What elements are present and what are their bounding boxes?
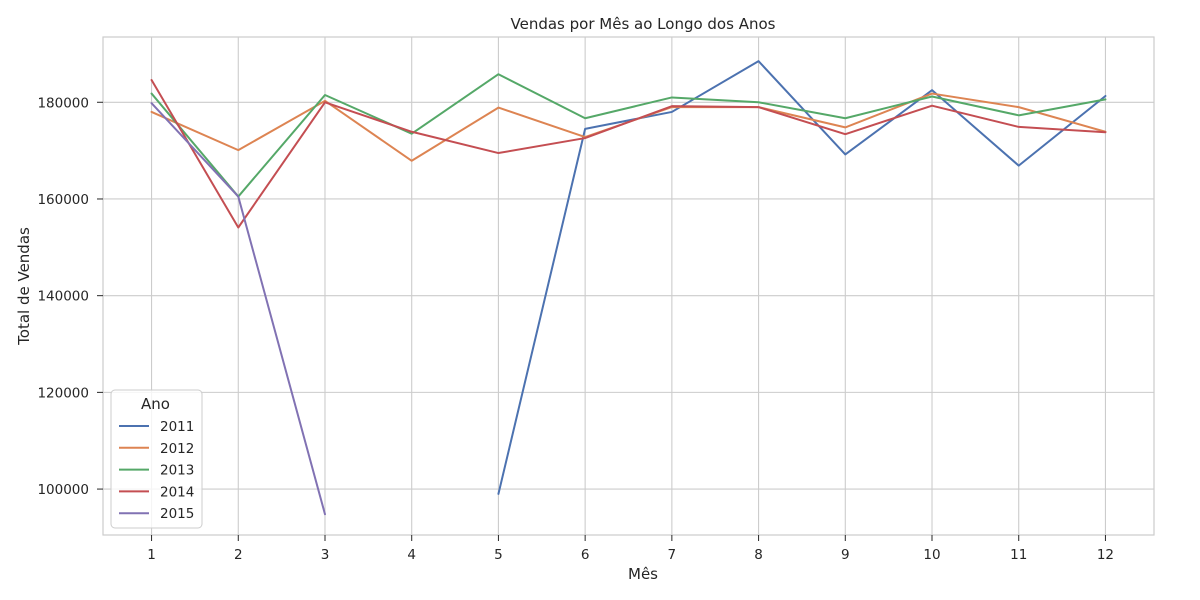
chart-title: Vendas por Mês ao Longo dos Anos — [511, 15, 776, 33]
legend-label-2015: 2015 — [160, 506, 194, 522]
x-tick-label: 6 — [581, 547, 590, 563]
x-tick-label: 4 — [407, 547, 416, 563]
legend-label-2012: 2012 — [160, 441, 194, 457]
legend-label-2014: 2014 — [160, 484, 194, 500]
y-tick-label: 180000 — [37, 95, 89, 111]
x-tick-label: 12 — [1097, 547, 1114, 563]
axis-ticks: 1 2 3 4 5 6 7 8 9 10 11 121000001200001400001600001… — [37, 95, 1114, 563]
x-tick-label: 11 — [1010, 547, 1027, 563]
x-tick-label: 1 — [147, 547, 156, 563]
y-tick-label: 160000 — [37, 192, 89, 208]
y-axis-label: Total de Vendas — [15, 227, 33, 346]
series-lines — [150, 60, 1107, 516]
x-tick-label: 10 — [923, 547, 940, 563]
x-tick-label: 7 — [668, 547, 677, 563]
y-tick-label: 140000 — [37, 289, 89, 305]
legend-title: Ano — [141, 395, 170, 413]
x-tick-label: 8 — [754, 547, 763, 563]
series-line-2013 — [150, 73, 1107, 198]
series-line-2014 — [150, 79, 1107, 229]
y-tick-label: 120000 — [37, 385, 89, 401]
x-tick-label: 9 — [841, 547, 850, 563]
legend-label-2011: 2011 — [160, 419, 194, 435]
legend: Ano 2011 2012 2013 2014 2015 — [110, 389, 203, 529]
grid — [103, 37, 1154, 535]
series-line-2015 — [150, 102, 326, 516]
x-axis-label: Mês — [628, 565, 658, 583]
x-tick-label: 3 — [321, 547, 330, 563]
x-tick-label: 5 — [494, 547, 503, 563]
legend-label-2013: 2013 — [160, 463, 194, 479]
legend-box — [110, 389, 203, 529]
y-tick-label: 100000 — [37, 482, 89, 498]
plot-frame — [102, 36, 1155, 536]
legend-items: 2011 2012 2013 2014 2015 — [119, 419, 194, 522]
x-tick-label: 2 — [234, 547, 243, 563]
series-line-2011 — [497, 60, 1107, 495]
